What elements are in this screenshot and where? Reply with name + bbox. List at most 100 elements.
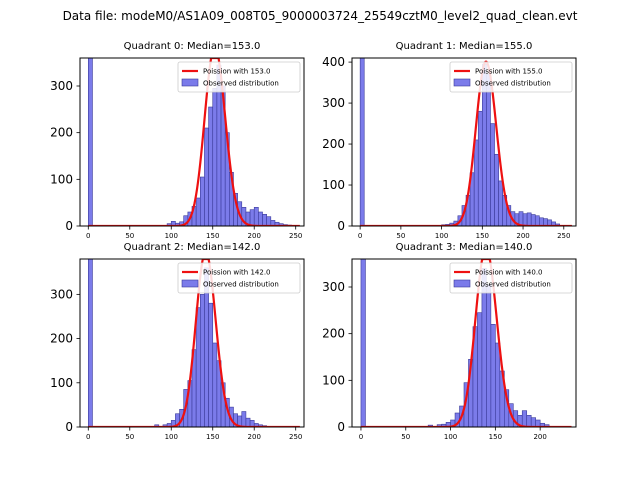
quadrant-0-xtick-label-5: 250 [289, 232, 302, 240]
quadrant-1-bar-14 [494, 153, 499, 226]
quadrant-2-bar-1 [154, 424, 160, 427]
quadrant-0-xtick-label-3: 150 [206, 232, 219, 240]
quadrant-0-xtick-label-0: 0 [86, 232, 90, 240]
quadrant-0-ytick-label-2: 200 [50, 126, 73, 140]
quadrant-0-bar-21 [249, 209, 255, 226]
quadrant-1-bar-12 [486, 74, 491, 226]
quadrant-0-ytick-label-0: 0 [65, 219, 73, 233]
quadrant-2-chart: Quadrant 2: Median=142.0 0 50 100 150 200 250 0… [50, 242, 305, 441]
quadrant-2-xtick-label-2: 100 [165, 433, 178, 441]
quadrant-0-legend: Poission with 153.0 Observed distribution [177, 61, 301, 93]
quadrant-0-axes-frame [79, 57, 305, 227]
quadrant-1-legend: Poission with 155.0 Observed distribution [449, 61, 573, 93]
quadrant-2-xtick-label-5: 250 [289, 433, 302, 441]
quadrant-1-bar-9 [473, 139, 479, 226]
quadrant-2-bar-21 [241, 411, 247, 427]
quadrant-1-xtick-label-5: 250 [557, 232, 570, 240]
quadrant-panels: Quadrant 0: Median=153.0 0 50 100 150 200 250 0… [50, 41, 577, 441]
quadrant-3-legend-box [449, 262, 573, 294]
quadrant-3-chart: Quadrant 3: Median=140.0 0 50 100 150 200 0 100… [322, 242, 577, 441]
quadrant-1-bar-25 [539, 217, 544, 226]
quadrant-0-xtick-label-1: 50 [125, 232, 134, 240]
quadrant-0-bar-12 [212, 88, 218, 226]
quadrant-1-bar-24 [534, 215, 540, 226]
quadrant-1-axes-frame [351, 57, 577, 227]
quadrant-1-legend-line-label: Poission with 155.0 [475, 68, 543, 76]
quadrant-1-legend-bar-label: Observed distribution [475, 80, 551, 88]
quadrant-0-xtick-label-4: 200 [248, 232, 261, 240]
quadrant-0-bar-10 [204, 127, 209, 226]
quadrant-1-ytick-label-1: 100 [322, 178, 345, 192]
quadrant-1-bar-15 [498, 180, 503, 226]
quadrant-3-bar-15 [495, 342, 501, 427]
quadrant-0-bar-8 [195, 197, 201, 226]
quadrant-3-ytick-label-1: 100 [322, 373, 345, 387]
quadrant-3-bar-22 [526, 415, 532, 427]
quadrant-1-ytick-label-2: 200 [322, 137, 345, 151]
quadrant-1-ytick-label-4: 400 [322, 55, 345, 69]
quadrant-0-legend-bar-swatch [181, 78, 199, 87]
quadrant-1-bar-10 [477, 110, 483, 226]
quadrant-2-poisson-line [88, 259, 300, 427]
quadrant-2-bar-11 [200, 294, 205, 427]
quadrant-0-legend-bar-label: Observed distribution [203, 80, 279, 88]
quadrant-3-axes-frame [351, 258, 577, 428]
quadrant-0-xtick-label-2: 100 [165, 232, 178, 240]
quadrant-0-ytick-label-3: 300 [50, 79, 73, 93]
quadrant-0-bar-25 [266, 216, 272, 226]
quadrant-3-legend-bar-label: Observed distribution [475, 281, 551, 289]
quadrant-1-xtick-label-0: 0 [358, 232, 362, 240]
quadrant-2-bar-22 [245, 417, 251, 427]
quadrant-3-ytick-label-2: 200 [322, 327, 345, 341]
quadrant-0-legend-line-label: Poission with 153.0 [203, 68, 271, 76]
quadrant-2-legend-bar-label: Observed distribution [203, 281, 279, 289]
quadrant-0-bar-24 [262, 214, 267, 226]
quadrant-1-poisson-line [360, 60, 572, 226]
quadrant-3-legend-line-label: Poission with 140.0 [475, 269, 543, 277]
quadrant-1-bar-0 [359, 58, 365, 226]
quadrant-2-ytick-label-0: 0 [65, 420, 73, 434]
quadrant-1-xtick-label-2: 100 [435, 232, 448, 240]
quadrant-1-title: Quadrant 1: Median=155.0 [396, 41, 533, 52]
quadrant-0-chart: Quadrant 0: Median=153.0 0 50 100 150 200 250 0… [50, 41, 305, 240]
quadrant-3-ytick-label-0: 0 [337, 420, 345, 434]
quadrant-3-bar-14 [490, 324, 496, 427]
quadrant-0-bar-23 [258, 211, 263, 226]
quadrant-1-bar-13 [490, 123, 495, 226]
quadrant-2-bar-14 [212, 342, 218, 427]
quadrant-3-legend-bar-swatch [453, 279, 471, 288]
quadrant-2-title: Quadrant 2: Median=142.0 [124, 242, 261, 253]
quadrant-2-axes-frame [79, 258, 305, 428]
quadrant-3-xtick-label-0: 0 [359, 433, 363, 441]
quadrant-3-bar-21 [521, 410, 528, 427]
quadrant-2-ytick-label-3: 300 [50, 287, 73, 301]
quadrant-3-xtick-label-1: 50 [401, 433, 410, 441]
quadrant-1-bars [359, 58, 561, 226]
quadrant-3-ytick-label-3: 300 [322, 280, 345, 294]
quadrant-2-xtick-label-4: 200 [248, 433, 261, 441]
quadrant-1-bar-26 [543, 218, 548, 226]
quadrant-2-bar-13 [208, 302, 214, 427]
quadrant-3-bar-11 [477, 312, 483, 427]
quadrant-2-ytick-label-2: 200 [50, 332, 73, 346]
quadrant-0-bar-22 [253, 207, 259, 226]
quadrant-3-bar-13 [486, 284, 492, 427]
quadrant-3-xtick-label-4: 200 [533, 433, 546, 441]
figure-title: Data file: modeM0/AS1A09_008T05_90000037… [63, 9, 578, 23]
quadrant-2-legend-bar-swatch [181, 279, 199, 288]
quadrant-1-xtick-label-4: 200 [516, 232, 529, 240]
quadrant-0-ytick-label-1: 100 [50, 172, 73, 186]
quadrant-2-legend-line-label: Poission with 142.0 [203, 269, 271, 277]
quadrant-2-bar-10 [195, 307, 201, 427]
quadrant-0-title: Quadrant 0: Median=153.0 [124, 41, 261, 52]
quadrant-2-bar-0 [88, 259, 93, 427]
quadrant-3-xtick-label-3: 150 [489, 433, 502, 441]
quadrant-3-bar-0 [360, 259, 366, 427]
quadrant-2-legend-box [177, 262, 301, 294]
quadrant-3-legend: Poission with 140.0 Observed distribution [449, 262, 573, 294]
quadrant-1-ytick-label-0: 0 [337, 219, 345, 233]
quadrant-1-legend-box [449, 61, 573, 93]
quadrant-0-bar-11 [208, 106, 214, 226]
